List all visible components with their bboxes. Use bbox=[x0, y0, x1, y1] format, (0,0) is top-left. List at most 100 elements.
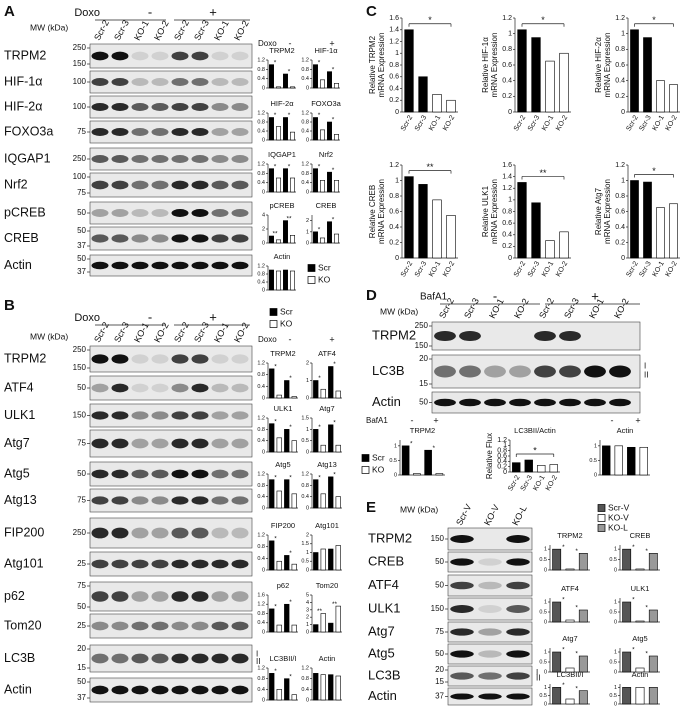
significance-mark: * bbox=[318, 424, 321, 431]
blot-band bbox=[91, 383, 109, 393]
blot-band bbox=[506, 535, 530, 543]
x-tick-label: KO-1 bbox=[541, 260, 555, 278]
blot-band bbox=[131, 559, 149, 569]
y-tick-label: 0.4 bbox=[301, 76, 309, 82]
blot-band bbox=[191, 128, 209, 136]
chart-title: CREB bbox=[630, 531, 651, 540]
blot-band bbox=[151, 354, 169, 364]
bar bbox=[335, 444, 341, 453]
y-tick-label: 1.2 bbox=[301, 471, 309, 477]
bar bbox=[313, 117, 318, 141]
lane-label: Scr-2 bbox=[537, 296, 556, 320]
y-tick-label: 0.5 bbox=[609, 609, 617, 615]
bar bbox=[313, 479, 319, 509]
bar bbox=[284, 479, 290, 509]
lane-label: KO-2 bbox=[232, 19, 251, 42]
y-tick-label: 0.5 bbox=[301, 559, 309, 565]
bar bbox=[432, 94, 442, 113]
bar bbox=[565, 667, 575, 673]
bar bbox=[517, 29, 527, 113]
legend-label: KO bbox=[318, 274, 331, 284]
bar bbox=[622, 687, 632, 705]
y-axis-title: Relative HIF-2α bbox=[594, 37, 603, 93]
treatment-sign: + bbox=[329, 334, 334, 344]
blot-band bbox=[171, 51, 189, 61]
y-tick-label: 0.4 bbox=[615, 224, 625, 231]
x-tick-label: KO-1 bbox=[428, 260, 442, 278]
blot-band bbox=[131, 180, 149, 190]
blot-band bbox=[91, 234, 109, 243]
blot-band bbox=[111, 383, 129, 393]
blot-band bbox=[111, 180, 129, 190]
blot-band bbox=[171, 411, 189, 420]
bar bbox=[284, 678, 290, 701]
y-tick-label: 0.8 bbox=[301, 676, 309, 682]
bar bbox=[269, 608, 275, 633]
significance-mark: * bbox=[333, 420, 336, 427]
blot-band bbox=[151, 78, 169, 86]
bar bbox=[545, 60, 555, 113]
bar bbox=[269, 117, 274, 141]
blot-band bbox=[171, 234, 189, 243]
blot-band bbox=[559, 330, 581, 342]
significance-mark: * bbox=[632, 544, 635, 551]
bar bbox=[291, 694, 297, 701]
y-tick-label: 3 bbox=[306, 607, 309, 613]
bar bbox=[276, 437, 282, 453]
blot-band bbox=[434, 330, 456, 342]
chart-title: Atg13 bbox=[317, 460, 337, 469]
y-tick-label: 0 bbox=[621, 255, 625, 262]
row-label: FIP200 bbox=[4, 525, 44, 539]
chart-title: pCREB bbox=[269, 201, 294, 210]
bar bbox=[435, 473, 444, 476]
y-tick-label: 1.2 bbox=[257, 161, 265, 167]
y-tick-label: 0.4 bbox=[301, 128, 309, 134]
blot-band bbox=[111, 621, 129, 631]
blot-band bbox=[91, 527, 109, 539]
blot-band bbox=[191, 411, 209, 420]
y-axis-title: Relative Atg7 bbox=[594, 187, 603, 235]
bar bbox=[656, 207, 665, 259]
bar bbox=[432, 199, 442, 259]
y-tick-label: 0.4 bbox=[257, 494, 265, 500]
y-tick-label: 0 bbox=[395, 109, 399, 116]
y-tick-label: 0 bbox=[306, 697, 309, 703]
significance-mark: * bbox=[289, 673, 292, 680]
bar bbox=[648, 687, 658, 705]
legend-swatch bbox=[269, 308, 278, 316]
blot-band bbox=[211, 527, 229, 539]
y-tick-label: 0 bbox=[544, 567, 547, 573]
blot-band bbox=[91, 261, 109, 270]
panel-letter: D bbox=[366, 287, 377, 304]
bar bbox=[531, 37, 541, 113]
blot-band bbox=[171, 180, 189, 190]
y-axis-title: Relative ULK1 bbox=[481, 185, 490, 237]
bar bbox=[622, 601, 632, 623]
blot-band bbox=[231, 411, 249, 420]
bar bbox=[291, 493, 297, 509]
blot-band bbox=[171, 103, 189, 111]
y-tick-label: 0 bbox=[306, 137, 309, 143]
blot-band bbox=[459, 398, 481, 407]
significance-mark: * bbox=[318, 227, 321, 234]
y-tick-label: 2 bbox=[262, 226, 265, 232]
significance-mark: * bbox=[289, 474, 292, 481]
y-tick-label: 0.4 bbox=[257, 620, 265, 626]
blot-band bbox=[91, 354, 109, 364]
row-label: ATF4 bbox=[368, 577, 399, 592]
y-tick-label: 0 bbox=[306, 189, 309, 195]
bar bbox=[446, 99, 456, 113]
chart-title: Nrf2 bbox=[319, 150, 333, 159]
bar bbox=[269, 479, 275, 509]
y-tick-label: 1.2 bbox=[502, 185, 512, 192]
y-tick-label: 0.8 bbox=[257, 427, 265, 433]
bar bbox=[328, 476, 334, 509]
y-tick-label: 1.2 bbox=[257, 360, 265, 366]
treatment-label: BafA1 bbox=[366, 416, 388, 425]
blot-band bbox=[151, 496, 169, 505]
y-tick-label: 0.4 bbox=[615, 78, 625, 85]
y-axis-title: Relative CREB bbox=[368, 185, 377, 238]
y-tick-label: 0.8 bbox=[615, 193, 625, 200]
significance-mark: * bbox=[652, 15, 656, 25]
x-tick-label: Scr-2 bbox=[513, 260, 527, 278]
